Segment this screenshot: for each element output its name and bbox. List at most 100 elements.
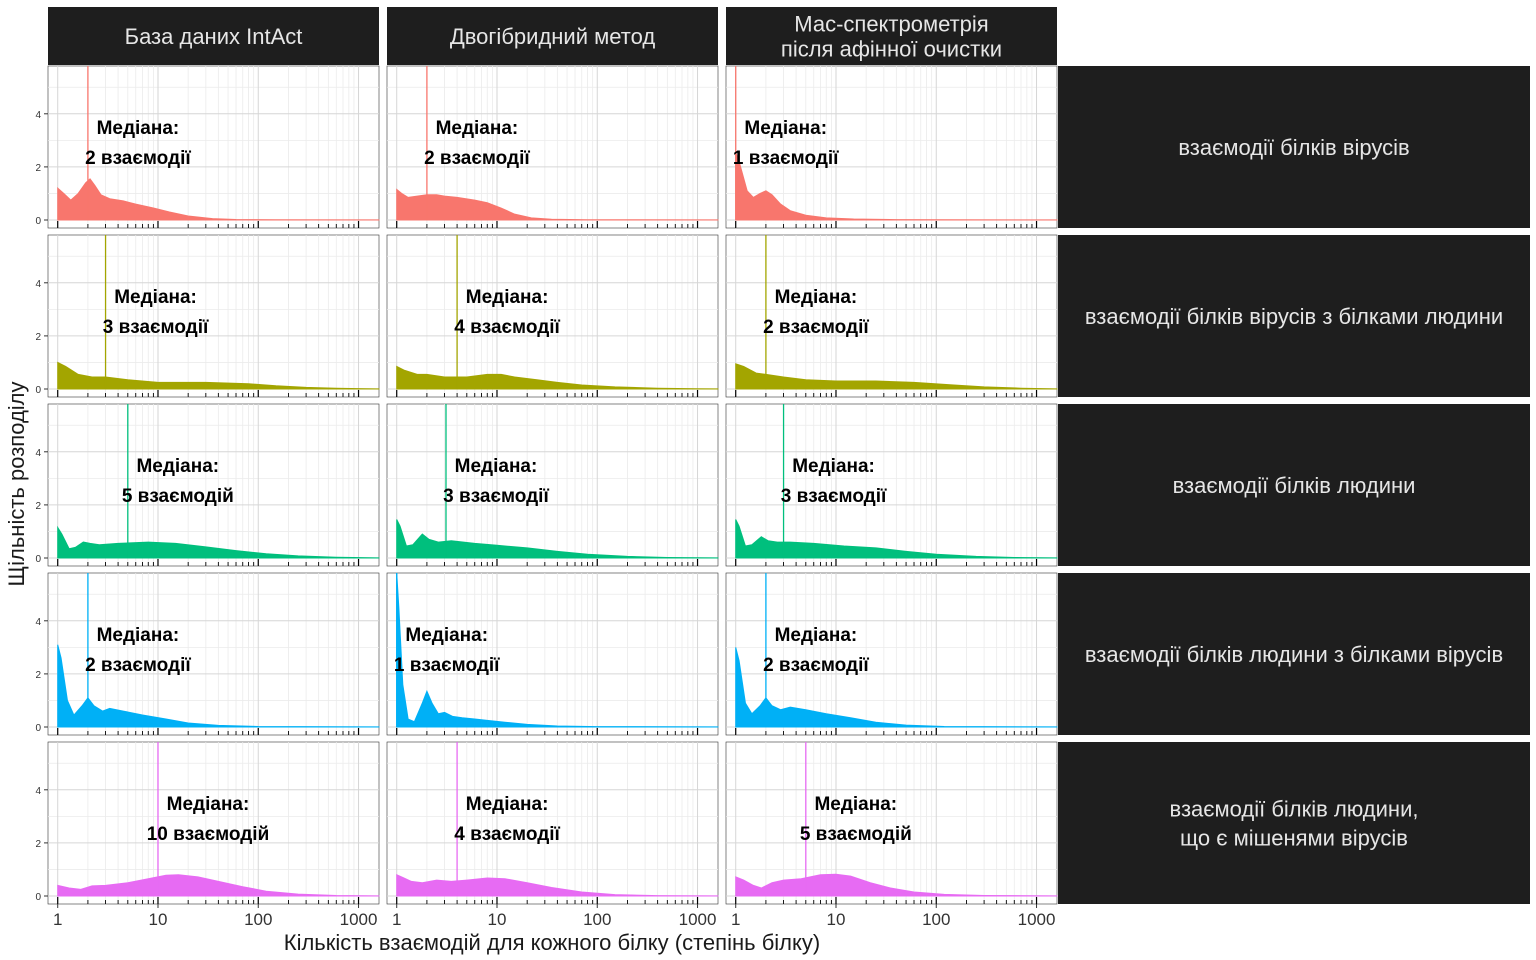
panel-background <box>47 403 380 567</box>
panel-background <box>725 403 1058 567</box>
density-area <box>396 519 719 559</box>
y-tick-label: 2 <box>35 670 41 681</box>
density-area <box>57 178 380 221</box>
y-tick-label: 4 <box>35 448 41 459</box>
column-strip-label: після афінної очистки <box>781 37 1002 62</box>
column-strip-1 <box>387 7 718 65</box>
panel-background <box>725 572 1058 736</box>
panel-r4-c1: Медіана: 4 взаємодії <box>386 741 719 905</box>
median-annotation: Медіана: <box>775 287 858 308</box>
panel-r1-c2: Медіана: 2 взаємодії <box>725 234 1058 398</box>
median-annotation: Медіана: <box>114 287 197 308</box>
y-tick-label: 2 <box>35 332 41 343</box>
column-strip-label: Двогібридний метод <box>450 24 656 49</box>
x-tick-label: 1 <box>731 910 740 929</box>
column-strip-2 <box>726 7 1057 65</box>
y-tick-label: 0 <box>35 216 41 227</box>
median-annotation: Медіана: <box>436 118 519 139</box>
density-area <box>735 363 1058 390</box>
x-tick-label: 100 <box>922 910 950 929</box>
y-tick-label: 0 <box>35 554 41 565</box>
panel-r0-c1: Медіана: 2 взаємодії <box>386 65 719 229</box>
median-annotation: 5 взаємодій <box>122 486 234 507</box>
median-annotation: Медіана: <box>466 287 549 308</box>
median-annotation: 3 взаємодії <box>781 486 887 507</box>
median-annotation: 2 взаємодії <box>424 148 530 169</box>
panel-background <box>386 741 719 905</box>
panel-r0-c2: Медіана: 1 взаємодії <box>725 65 1058 229</box>
median-annotation: 5 взаємодій <box>800 824 912 845</box>
x-tick-label: 10 <box>827 910 846 929</box>
density-area <box>57 874 380 897</box>
row-strip-label: взаємодії білків вірусів <box>1178 135 1409 160</box>
row-strip-label: що є мішенями вірусів <box>1180 826 1408 851</box>
column-strip-0 <box>48 7 379 65</box>
row-strip-0 <box>1058 66 1530 228</box>
y-tick-label: 4 <box>35 786 41 797</box>
panel-r0-c0: Медіана: 2 взаємодії <box>47 65 380 229</box>
median-annotation: 4 взаємодії <box>454 824 560 845</box>
panel-r1-c0: Медіана: 3 взаємодії <box>47 234 380 398</box>
median-annotation: Медіана: <box>814 794 897 815</box>
panel-r3-c0: Медіана: 2 взаємодії <box>47 572 380 736</box>
x-tick-label: 10 <box>488 910 507 929</box>
median-annotation: 2 взаємодії <box>85 148 191 169</box>
panel-r1-c1: Медіана: 4 взаємодії <box>386 234 719 398</box>
median-annotation: Медіана: <box>455 456 538 477</box>
panel-background <box>47 741 380 905</box>
column-strip-label: Мас-спектрометрія <box>794 12 988 37</box>
x-tick-label: 1000 <box>1018 910 1056 929</box>
panel-r4-c0: Медіана: 10 взаємодій <box>47 741 380 905</box>
row-strip-label: взаємодії білків людини, <box>1170 797 1419 822</box>
row-strip-2 <box>1058 404 1530 566</box>
density-area <box>735 152 1058 221</box>
panel-background <box>725 234 1058 398</box>
density-area <box>57 644 380 728</box>
row-strip-4 <box>1058 742 1530 904</box>
density-area <box>57 361 380 390</box>
y-tick-label: 0 <box>35 723 41 734</box>
panel-background <box>47 234 380 398</box>
median-annotation: Медіана: <box>466 794 549 815</box>
panel-r3-c2: Медіана: 2 взаємодії <box>725 572 1058 736</box>
panel-background <box>725 741 1058 905</box>
x-axis-title: Кількість взаємодій для кожного білку (с… <box>284 930 820 955</box>
panel-r2-c1: Медіана: 3 взаємодії <box>386 403 719 567</box>
x-tick-label: 1000 <box>340 910 378 929</box>
median-annotation: 3 взаємодії <box>443 486 549 507</box>
y-tick-label: 0 <box>35 385 41 396</box>
x-tick-label: 1 <box>392 910 401 929</box>
median-annotation: Медіана: <box>97 118 180 139</box>
panels-layer: Медіана: 2 взаємодії Медіана: 2 взаємодії Ме… <box>47 65 1058 905</box>
panel-r2-c0: Медіана: 5 взаємодій <box>47 403 380 567</box>
median-annotation: 1 взаємодії <box>733 148 839 169</box>
density-area <box>735 647 1058 728</box>
panel-background <box>386 234 719 398</box>
median-annotation: Медіана: <box>167 794 250 815</box>
x-tick-label: 100 <box>583 910 611 929</box>
median-annotation: 2 взаємодії <box>85 655 191 676</box>
x-tick-label: 100 <box>244 910 272 929</box>
density-area <box>735 873 1058 897</box>
y-tick-label: 0 <box>35 892 41 903</box>
panel-background <box>47 572 380 736</box>
x-tick-label: 1000 <box>679 910 717 929</box>
row-strip-3 <box>1058 573 1530 735</box>
median-annotation: 1 взаємодії <box>394 655 500 676</box>
y-tick-label: 2 <box>35 839 41 850</box>
density-area <box>396 873 719 897</box>
y-tick-label: 4 <box>35 617 41 628</box>
row-strip-label: взаємодії білків людини з білками вірусі… <box>1085 642 1503 667</box>
median-annotation: 10 взаємодій <box>147 824 270 845</box>
density-area <box>735 519 1058 559</box>
median-annotation: 3 взаємодії <box>103 317 209 338</box>
density-area <box>396 188 719 221</box>
y-tick-label: 2 <box>35 501 41 512</box>
panel-r2-c2: Медіана: 3 взаємодії <box>725 403 1058 567</box>
x-tick-label: 1 <box>53 910 62 929</box>
median-annotation: Медіана: <box>405 625 488 646</box>
density-area <box>396 572 719 728</box>
panel-r3-c1: Медіана: 1 взаємодії <box>386 572 719 736</box>
panel-r4-c2: Медіана: 5 взаємодій <box>725 741 1058 905</box>
row-strip-1 <box>1058 235 1530 397</box>
